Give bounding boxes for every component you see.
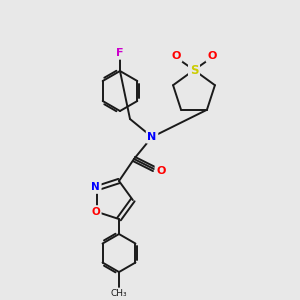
Text: F: F — [116, 48, 124, 58]
Text: O: O — [156, 166, 166, 176]
Text: N: N — [147, 132, 157, 142]
Text: O: O — [91, 207, 100, 217]
Text: S: S — [190, 64, 198, 76]
Text: O: O — [171, 51, 181, 61]
Text: O: O — [207, 51, 217, 61]
Text: CH₃: CH₃ — [111, 289, 127, 298]
Text: N: N — [91, 182, 100, 192]
